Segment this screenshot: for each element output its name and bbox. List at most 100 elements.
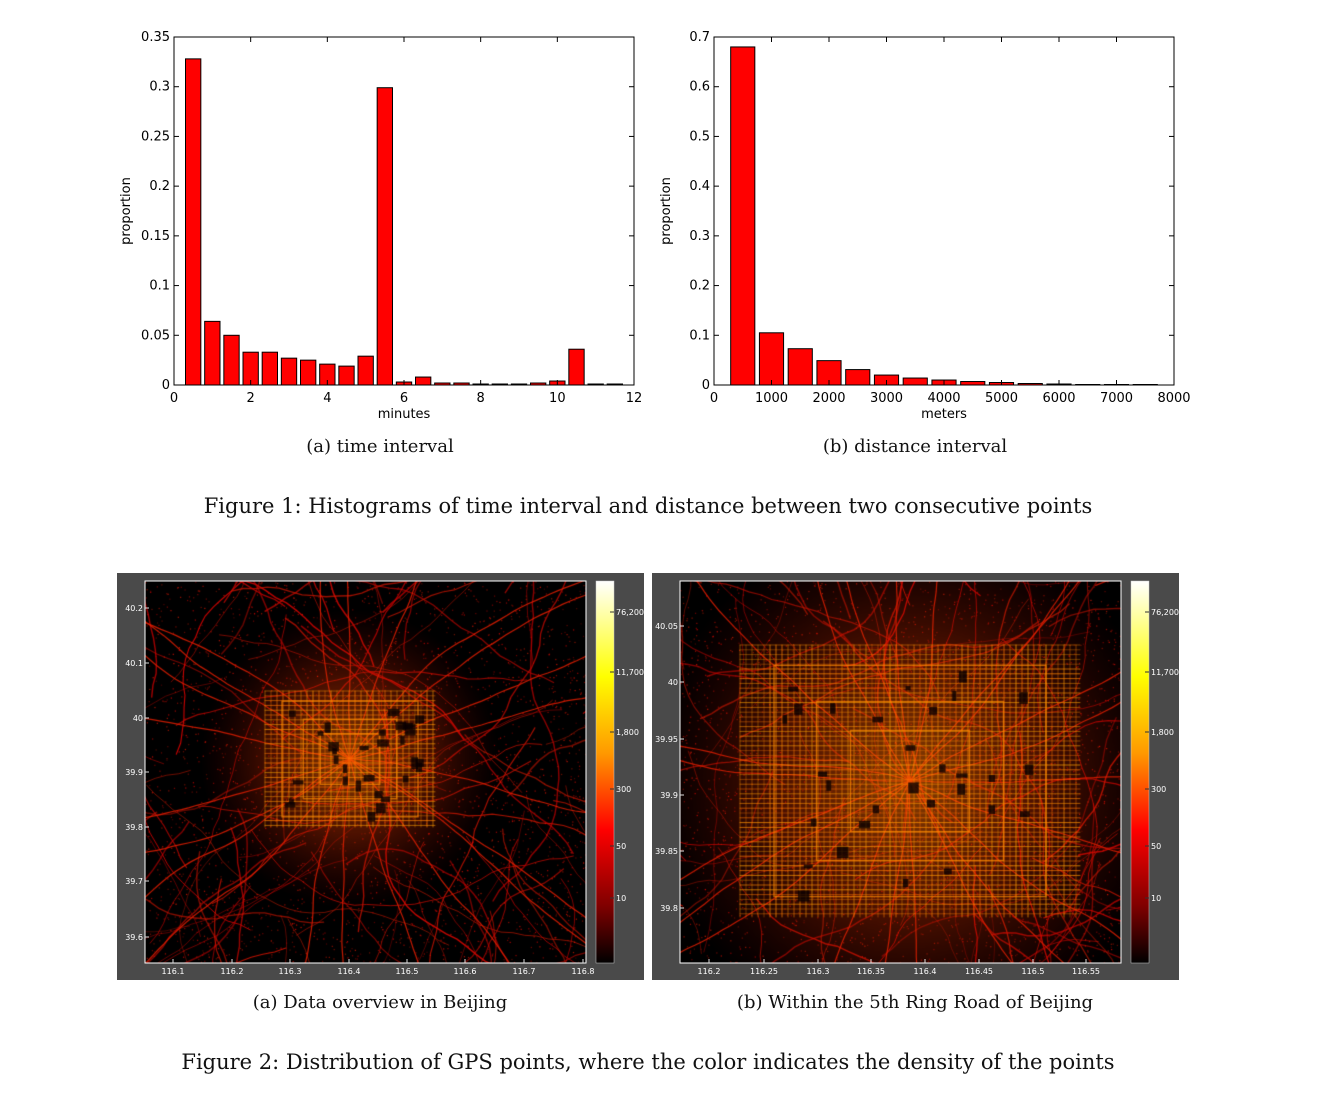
y-tick-label: 0.05 — [141, 328, 170, 343]
longitude-tick-label: 116.2 — [698, 967, 721, 976]
latitude-tick-label: 40 — [668, 678, 678, 687]
map-5th-ring-road: 40.05 40 39.95 39.9 39.85 39.8 116.2 116.25 116.… — [652, 573, 1179, 980]
longitude-tick-label: 116.2 — [221, 967, 244, 976]
x-tick-label: 6000 — [1042, 391, 1075, 406]
latitude-tick-label: 39.95 — [655, 735, 678, 744]
subcaption-5th-ring-road: (b) Within the 5th Ring Road of Beijing — [736, 992, 1094, 1013]
colorbar-tick-label: 10 — [616, 894, 626, 903]
y-tick-label: 0.2 — [689, 279, 710, 294]
colorbar-tick-label: 50 — [616, 842, 626, 851]
longitude-tick-label: 116.55 — [1072, 967, 1100, 976]
histogram-distance-interval: 0 0.1 0.2 0.3 0.4 0.5 0.6 0.7 0 1000 2000 3000 4000 5… — [659, 30, 1191, 422]
latitude-tick-label: 40 — [133, 714, 143, 723]
bar — [758, 332, 785, 386]
y-tick-label: 0.5 — [689, 129, 710, 144]
bar — [730, 46, 756, 386]
bar — [787, 348, 813, 386]
colorbar-tick-label: 50 — [1151, 842, 1161, 851]
x-tick-label: 8 — [477, 391, 485, 406]
bar — [280, 357, 298, 386]
x-tick-label: 8000 — [1157, 391, 1190, 406]
map-5th-ring-axes: 40.05 40 39.95 39.9 39.85 39.8 116.2 116.25 116.… — [655, 580, 1179, 976]
x-tick-label: 7000 — [1100, 391, 1133, 406]
histogram-time-interval: 0 0.05 0.1 0.15 0.2 0.25 0.3 0.35 0 2 4 6 8 10 12 minut… — [119, 30, 643, 422]
figure-2-caption: Figure 2: Distribution of GPS points, wh… — [181, 1050, 1115, 1074]
density-colorbar — [1130, 580, 1150, 964]
bar — [261, 351, 279, 386]
colorbar-tick-label: 1,800 — [616, 728, 639, 737]
latitude-tick-label: 39.9 — [125, 768, 143, 777]
y-tick-label: 0.2 — [149, 179, 170, 194]
bar — [902, 377, 928, 386]
subcaption-distance-interval: (b) distance interval — [822, 436, 1008, 457]
y-tick-label: 0.6 — [689, 80, 710, 95]
density-colorbar — [595, 580, 615, 964]
x-tick-label: 6 — [400, 391, 408, 406]
y-tick-label: 0.1 — [689, 328, 710, 343]
y-tick-label: 0.25 — [141, 129, 170, 144]
subcaption-time-interval: (a) time interval — [306, 436, 454, 457]
colorbar-tick-label: 10 — [1151, 894, 1161, 903]
longitude-tick-label: 116.4 — [914, 967, 937, 976]
bar — [223, 334, 240, 386]
longitude-tick-label: 116.6 — [454, 967, 477, 976]
longitude-tick-label: 116.3 — [279, 967, 302, 976]
y-tick-label: 0.4 — [689, 179, 710, 194]
colorbar-tick-label: 76,200 — [1151, 608, 1179, 617]
subcaption-data-overview: (a) Data overview in Beijing — [252, 992, 508, 1013]
bar — [204, 320, 221, 386]
y-tick-label: 0.15 — [141, 229, 170, 244]
y-tick-label: 0.7 — [689, 30, 710, 45]
longitude-tick-label: 116.5 — [396, 967, 419, 976]
x-axis-label: minutes — [378, 407, 431, 422]
bar — [357, 355, 374, 386]
longitude-tick-label: 116.8 — [572, 967, 595, 976]
latitude-tick-label: 39.8 — [660, 904, 678, 913]
longitude-tick-label: 116.4 — [338, 967, 361, 976]
latitude-tick-label: 39.6 — [125, 933, 143, 942]
x-axis-label: meters — [921, 407, 967, 422]
x-tick-label: 3000 — [870, 391, 903, 406]
y-tick-label: 0.3 — [689, 229, 710, 244]
colorbar-tick-label: 300 — [1151, 785, 1166, 794]
x-tick-label: 4 — [323, 391, 331, 406]
longitude-tick-label: 116.45 — [965, 967, 993, 976]
bar — [376, 87, 393, 386]
latitude-tick-label: 40.1 — [125, 659, 143, 668]
bar — [568, 348, 585, 386]
colorbar-tick-label: 11,700 — [616, 668, 644, 677]
y-tick-label: 0.1 — [149, 279, 170, 294]
bar — [845, 369, 871, 386]
longitude-tick-label: 116.35 — [857, 967, 885, 976]
y-axis-label: proportion — [119, 177, 134, 245]
gps-density-map-5th-ring — [680, 581, 1121, 963]
colorbar-tick-label: 300 — [616, 785, 631, 794]
x-tick-label: 12 — [626, 391, 643, 406]
bar — [185, 58, 202, 386]
bar — [338, 365, 355, 386]
latitude-tick-label: 39.9 — [660, 791, 678, 800]
latitude-tick-label: 40.05 — [655, 622, 678, 631]
colorbar-tick-label: 11,700 — [1151, 668, 1179, 677]
bar — [300, 359, 317, 386]
latitude-tick-label: 39.85 — [655, 847, 678, 856]
colorbar-tick-label: 1,800 — [1151, 728, 1174, 737]
latitude-tick-label: 40.2 — [125, 604, 143, 613]
y-tick-label: 0.35 — [141, 30, 170, 45]
x-tick-label: 10 — [549, 391, 566, 406]
longitude-tick-label: 116.25 — [750, 967, 778, 976]
x-tick-label: 4000 — [927, 391, 960, 406]
x-tick-label: 0 — [170, 391, 178, 406]
colorbar-tick-label: 76,200 — [616, 608, 644, 617]
latitude-tick-label: 39.8 — [125, 823, 143, 832]
bar — [960, 381, 986, 386]
longitude-tick-label: 116.7 — [513, 967, 536, 976]
y-axis-label: proportion — [659, 177, 674, 245]
x-tick-label: 2 — [247, 391, 255, 406]
x-tick-label: 0 — [710, 391, 718, 406]
longitude-tick-label: 116.3 — [807, 967, 830, 976]
map-beijing-overview: 40.2 40.1 40 39.9 39.8 39.7 39.6 116.1 116.2 116.… — [117, 573, 644, 980]
y-tick-label: 0.3 — [149, 80, 170, 95]
figure-1-caption: Figure 1: Histograms of time interval an… — [203, 494, 1093, 518]
x-tick-label: 5000 — [985, 391, 1018, 406]
